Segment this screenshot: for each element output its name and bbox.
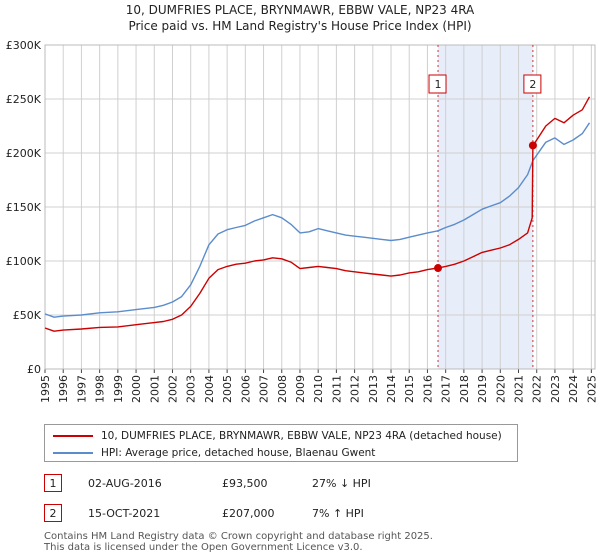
transaction-row: 2 15-OCT-2021 £207,000 7% ↑ HPI [44, 504, 564, 524]
chart-title: 10, DUMFRIES PLACE, BRYNMAWR, EBBW VALE,… [126, 3, 475, 17]
y-tick-label: £100K [6, 255, 42, 268]
transaction-date: 15-OCT-2021 [88, 507, 161, 520]
annotation-label: 1 [435, 78, 442, 91]
legend-item-hpi: HPI: Average price, detached house, Blae… [53, 445, 375, 461]
sale-point [434, 264, 443, 273]
x-tick-label: 2017 [440, 375, 453, 403]
annotation-box [428, 74, 447, 94]
x-tick-label: 2020 [494, 375, 507, 403]
x-tick-label: 1997 [75, 375, 88, 403]
x-tick-label: 1996 [57, 375, 70, 403]
y-tick-label: £150K [6, 201, 42, 214]
transaction-hpi-change: 27% ↓ HPI [312, 477, 371, 490]
plot-frame [44, 44, 596, 370]
legend: 10, DUMFRIES PLACE, BRYNMAWR, EBBW VALE,… [44, 424, 518, 462]
price-chart: 10, DUMFRIES PLACE, BRYNMAWR, EBBW VALE,… [6, 3, 599, 403]
x-tick-label: 1995 [39, 375, 52, 403]
x-tick-label: 2002 [166, 375, 179, 403]
x-tick-label: 2000 [130, 375, 143, 403]
transaction-badge: 2 [44, 504, 62, 522]
legend-line-hpi [53, 452, 93, 454]
transaction-row: 1 02-AUG-2016 £93,500 27% ↓ HPI [44, 474, 564, 494]
hpi-line [44, 122, 591, 318]
transaction-hpi-change: 7% ↑ HPI [312, 507, 364, 520]
x-tick-label: 2023 [549, 375, 562, 403]
transaction-price: £93,500 [222, 477, 268, 490]
x-tick-label: 2016 [421, 375, 434, 403]
transaction-price: £207,000 [222, 507, 275, 520]
x-tick-label: 2015 [403, 375, 416, 403]
x-tick-label: 2012 [349, 375, 362, 403]
x-tick-label: 2009 [294, 375, 307, 403]
footer-copyright: Contains HM Land Registry data © Crown c… [44, 531, 433, 542]
x-tick-label: 2018 [458, 375, 471, 403]
x-tick-label: 2004 [203, 375, 216, 403]
transaction-date: 02-AUG-2016 [88, 477, 162, 490]
legend-item-property: 10, DUMFRIES PLACE, BRYNMAWR, EBBW VALE,… [53, 428, 502, 444]
x-tick-label: 2008 [276, 375, 289, 403]
x-tick-label: 2019 [476, 375, 489, 403]
y-tick-label: £0 [27, 363, 41, 376]
footer-licence: This data is licensed under the Open Gov… [44, 542, 363, 553]
x-tick-label: 2022 [531, 375, 544, 403]
legend-line-property [53, 435, 93, 437]
x-tick-label: 2014 [385, 375, 398, 403]
x-tick-label: 2003 [185, 375, 198, 403]
x-tick-label: 2005 [221, 375, 234, 403]
legend-label-property: 10, DUMFRIES PLACE, BRYNMAWR, EBBW VALE,… [101, 430, 502, 442]
footer: Contains HM Land Registry data © Crown c… [44, 531, 433, 553]
x-tick-label: 2013 [367, 375, 380, 403]
x-tick-label: 2011 [330, 375, 343, 403]
transaction-badge: 1 [44, 474, 62, 492]
annotation-box [523, 74, 542, 94]
annotation-label: 2 [529, 78, 536, 91]
x-tick-label: 1998 [94, 375, 107, 403]
y-tick-label: £300K [6, 39, 42, 52]
x-tick-label: 2025 [585, 375, 598, 403]
chart-subtitle: Price paid vs. HM Land Registry's House … [128, 19, 471, 33]
x-tick-label: 2007 [258, 375, 271, 403]
x-tick-label: 2001 [148, 375, 161, 403]
legend-label-hpi: HPI: Average price, detached house, Blae… [101, 447, 376, 459]
property-price-line [44, 96, 591, 332]
x-tick-label: 2021 [513, 375, 526, 403]
x-tick-label: 1999 [112, 375, 125, 403]
x-tick-label: 2010 [312, 375, 325, 403]
x-tick-label: 2006 [239, 375, 252, 403]
x-tick-label: 2024 [567, 375, 580, 403]
y-tick-label: £250K [6, 93, 42, 106]
y-tick-label: £200K [6, 147, 42, 160]
sale-point [528, 141, 537, 150]
y-tick-label: £50K [13, 309, 42, 322]
